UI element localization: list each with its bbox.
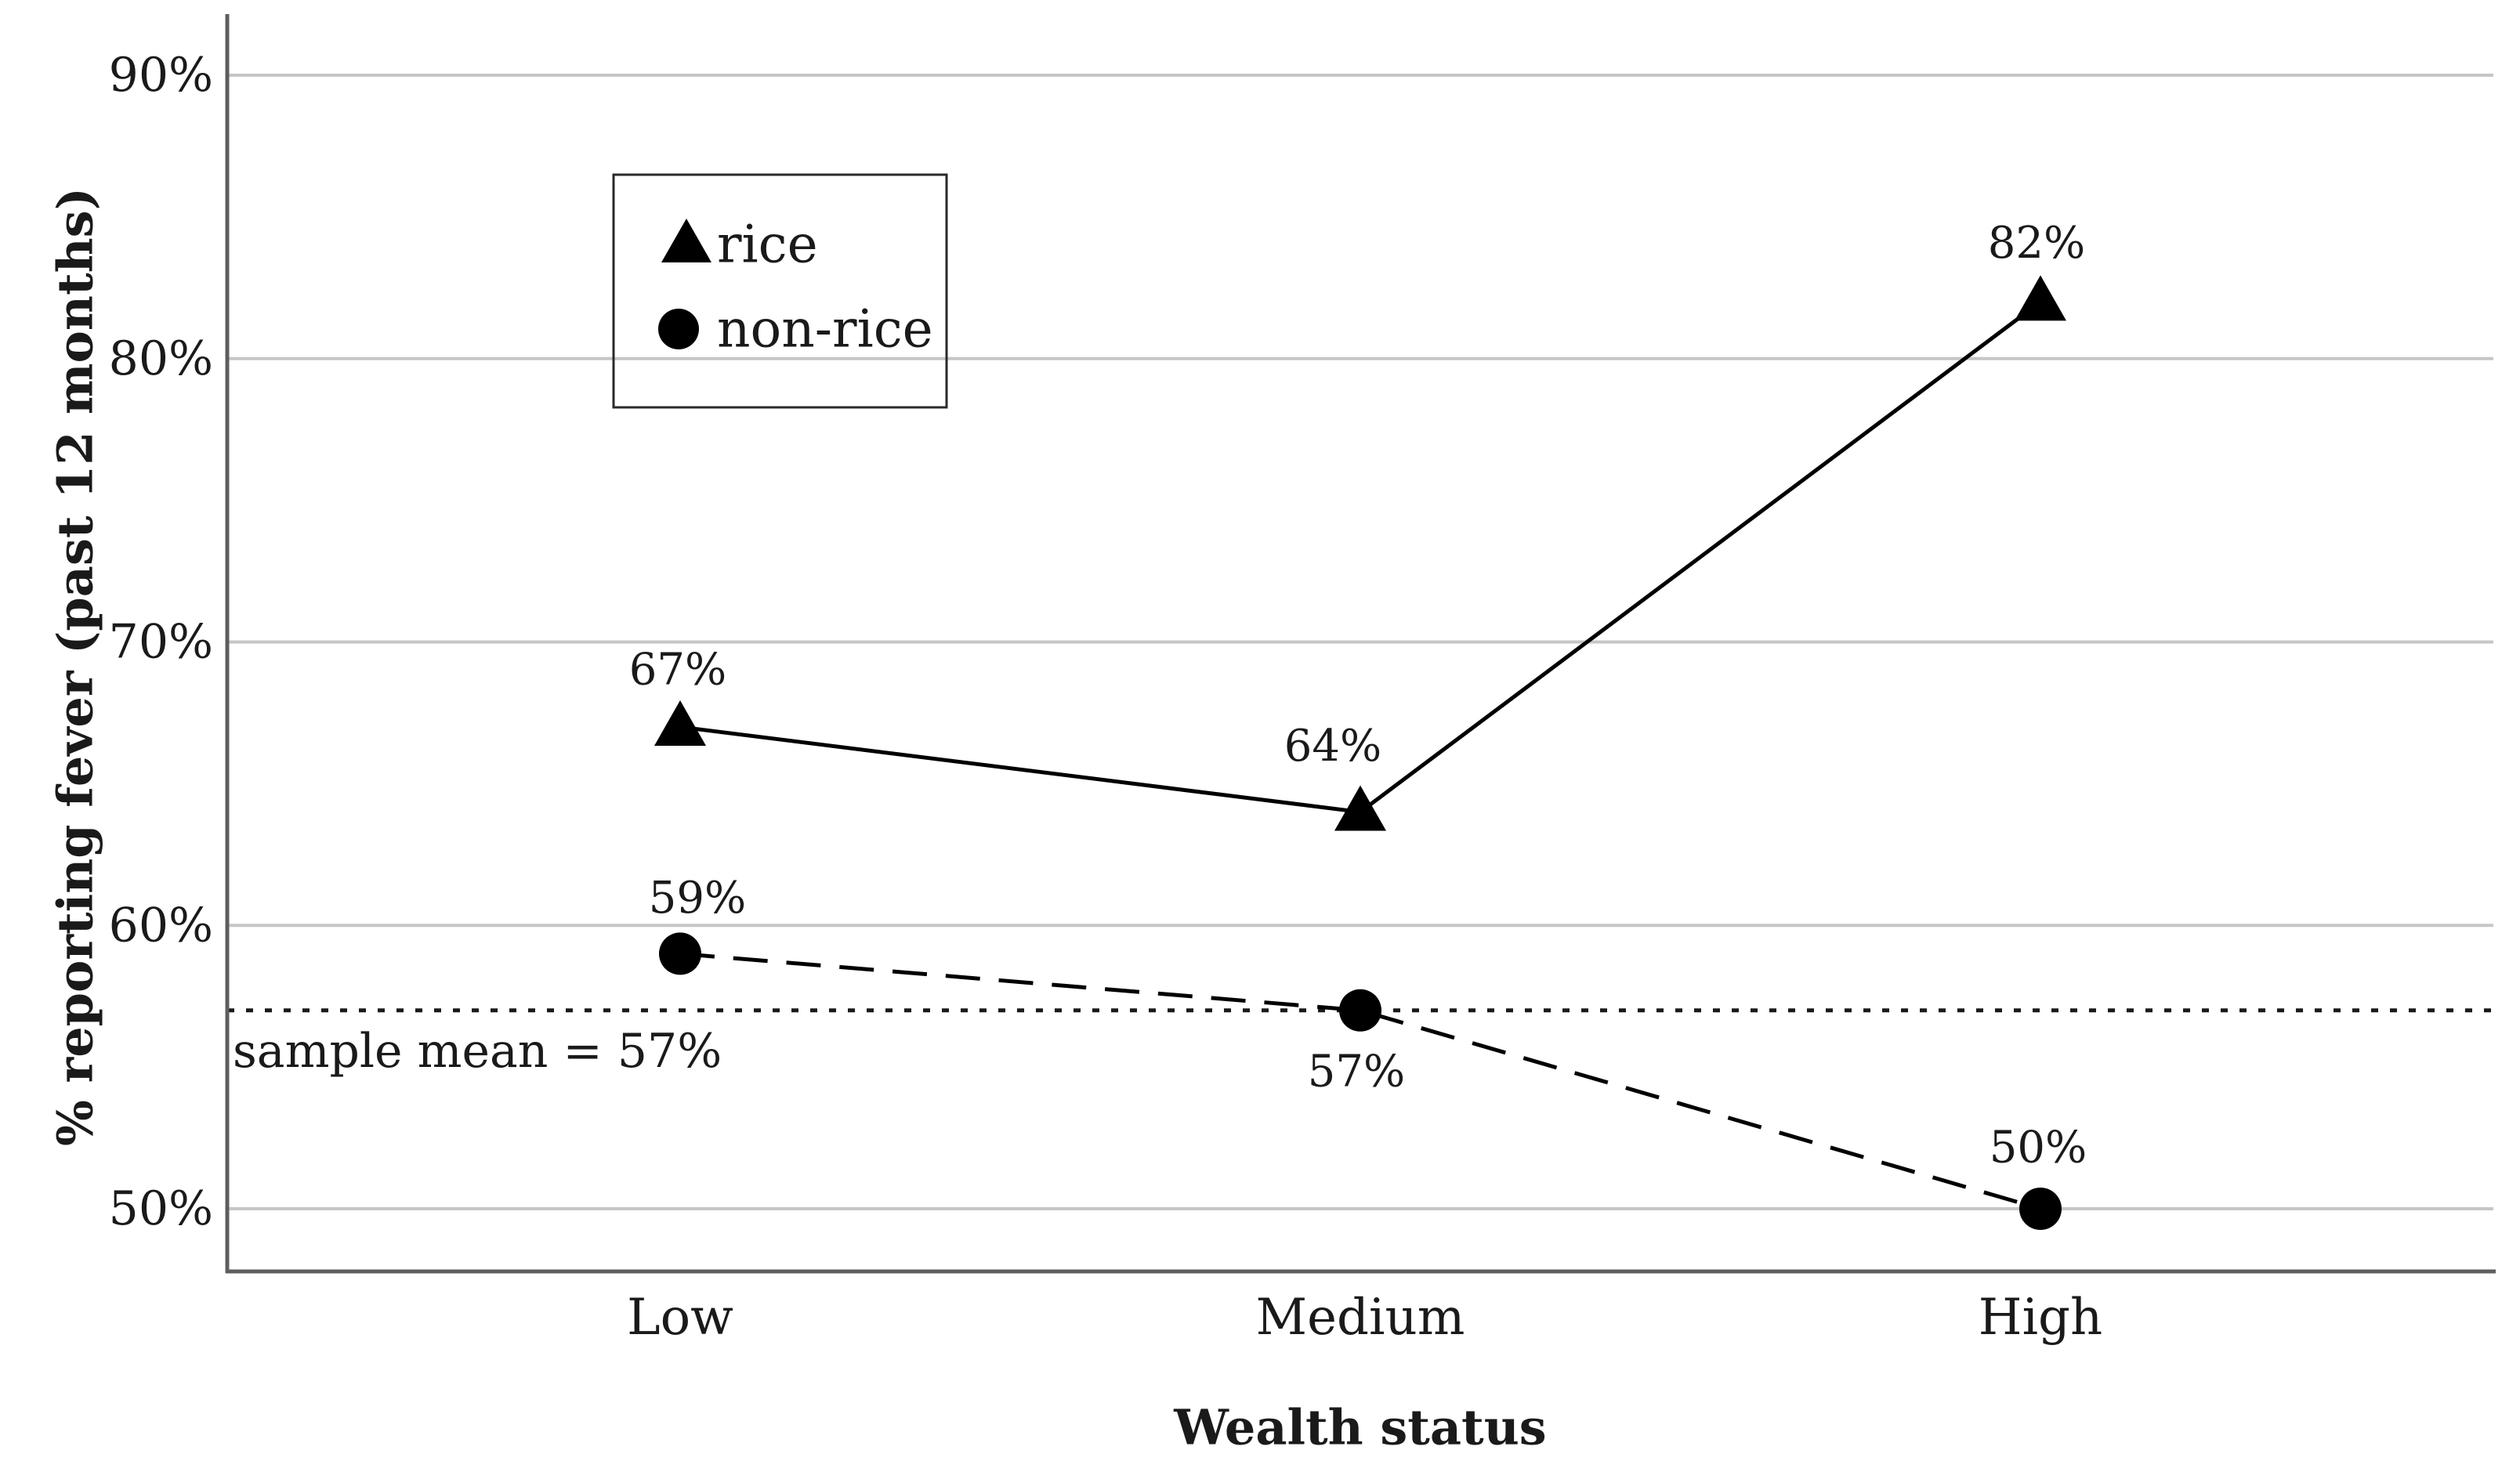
data-label-rice-high: 82% [1988,218,2085,269]
y-tick-label-90: 90% [109,48,213,103]
category-labels: Low Medium High [627,1289,2102,1347]
data-label-rice-medium: 64% [1284,721,1381,772]
category-label-medium: Medium [1256,1289,1465,1347]
marker-triangle-rice-low [654,700,706,747]
legend-rice-label: rice [717,215,818,275]
marker-triangle-rice-medium [1334,785,1386,831]
sample-mean-label: sample mean = 57% [233,1024,722,1079]
category-label-low: Low [627,1289,733,1347]
y-axis-title: % reporting fever (past 12 months) [47,187,104,1146]
gridlines [227,74,2493,1210]
category-label-high: High [1979,1289,2102,1347]
data-labels: 67% 64% 82% 59% 57% 50% [629,218,2087,1174]
legend-rice-triangle-icon [661,219,711,262]
legend-box [612,173,948,409]
marker-circle-non-rice-medium [1339,989,1381,1032]
legend-nonrice-circle-icon [658,309,699,349]
data-label-non-rice-low: 59% [649,873,746,924]
data-label-rice-low: 67% [629,645,726,696]
marker-circle-non-rice-low [659,932,701,975]
data-label-non-rice-medium: 57% [1308,1046,1405,1097]
legend: rice non-rice [612,173,948,409]
y-tick-labels: 50% 60% 70% 80% 90% [109,48,213,1236]
legend-nonrice-label: non-rice [717,299,933,360]
y-tick-label-70: 70% [109,615,213,670]
x-axis-title: Wealth status [1173,1399,1546,1456]
marker-triangle-rice-high [2015,275,2066,321]
y-tick-label-60: 60% [109,898,213,953]
series-markers [654,275,2066,1230]
data-label-non-rice-high: 50% [1990,1123,2087,1174]
y-tick-label-80: 80% [109,331,213,386]
y-tick-label-50: 50% [109,1181,213,1236]
series-line-non-rice [679,951,2041,1211]
marker-circle-non-rice-high [2019,1188,2062,1230]
